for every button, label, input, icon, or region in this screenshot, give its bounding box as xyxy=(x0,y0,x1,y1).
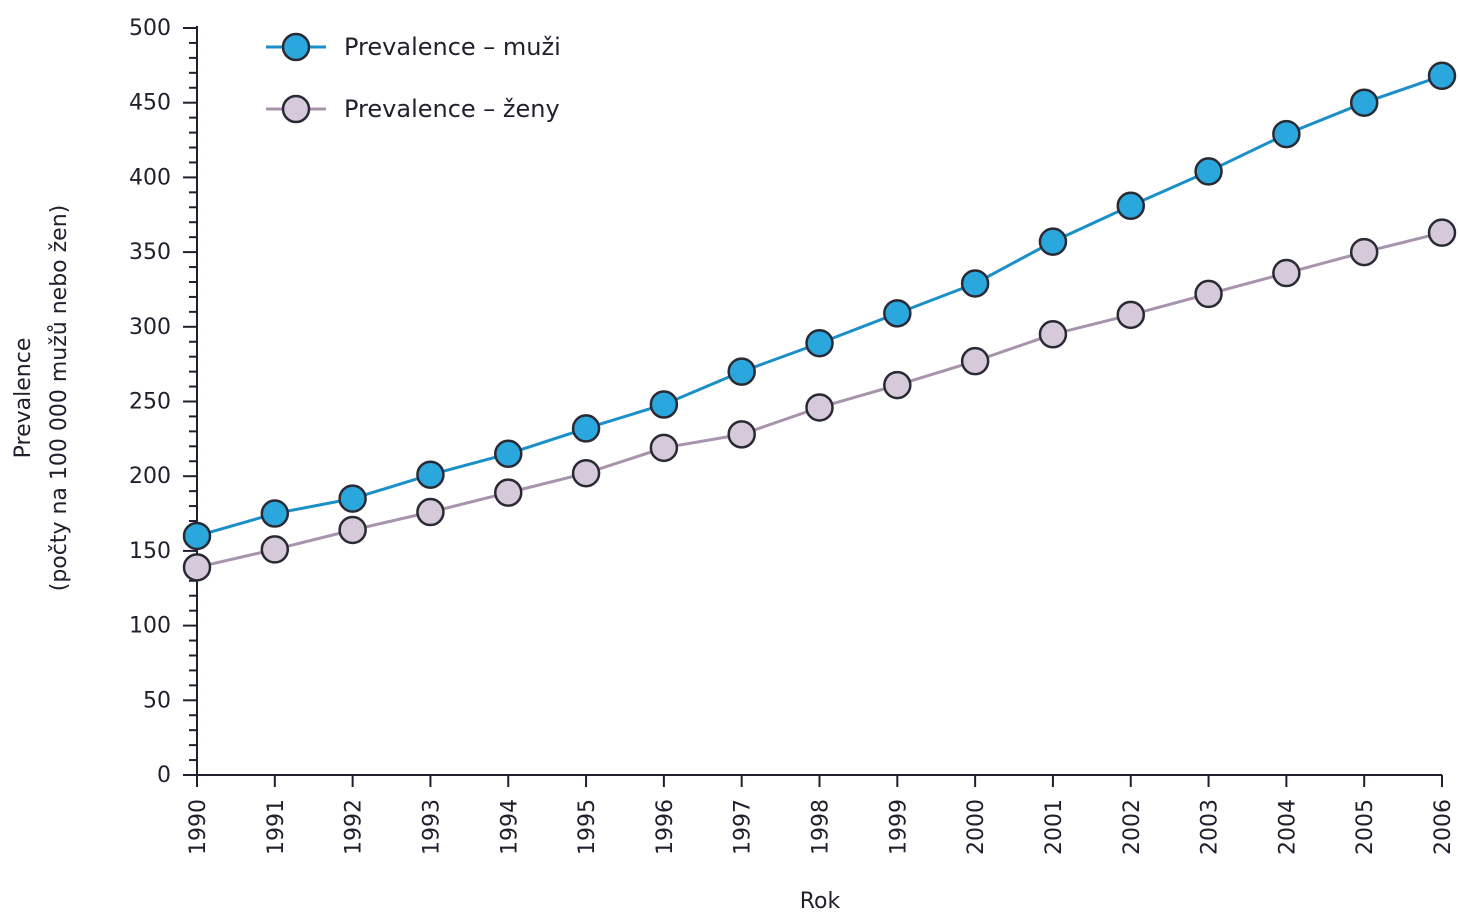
legend: Prevalence – muži Prevalence – ženy xyxy=(266,32,561,124)
data-point xyxy=(727,420,756,449)
x-tick-label: 1992 xyxy=(342,799,367,855)
y-tick-label: 250 xyxy=(129,390,171,415)
data-point xyxy=(649,433,679,463)
data-point xyxy=(1349,237,1379,267)
y-tick-label: 500 xyxy=(129,16,171,41)
y-tick-label: 450 xyxy=(129,91,171,116)
y-tick-label: 100 xyxy=(129,614,171,639)
x-tick-label: 1999 xyxy=(886,799,911,855)
data-point xyxy=(416,460,445,489)
data-point xyxy=(1194,279,1223,309)
data-point xyxy=(494,439,523,469)
x-tick-label: 2005 xyxy=(1353,799,1378,855)
data-point xyxy=(727,357,756,386)
data-point xyxy=(338,515,367,545)
data-point xyxy=(494,478,523,507)
x-tick-label: 2003 xyxy=(1198,799,1223,855)
series-layer xyxy=(182,61,1457,582)
data-point xyxy=(960,346,990,376)
data-point xyxy=(883,299,912,328)
data-point xyxy=(805,393,834,422)
y-tick-label: 0 xyxy=(157,763,171,788)
y-tick-label: 400 xyxy=(129,165,171,190)
y-tick-label: 200 xyxy=(129,464,171,489)
x-tick-label: 1995 xyxy=(575,799,600,855)
x-tick-label: 1991 xyxy=(264,799,289,855)
y-tick-label: 300 xyxy=(129,315,171,340)
data-point xyxy=(1038,320,1068,349)
y-axis-title-line-2: (počty na 100 000 mužů nebo žen) xyxy=(47,205,72,592)
data-point xyxy=(1038,227,1068,256)
data-point xyxy=(182,553,212,582)
x-tick-label: 2001 xyxy=(1042,799,1067,855)
data-point xyxy=(960,269,990,298)
data-point xyxy=(883,370,912,400)
data-point xyxy=(416,497,445,527)
x-tick-label: 1996 xyxy=(653,799,678,855)
data-point xyxy=(1116,300,1145,330)
data-point xyxy=(1349,88,1379,117)
legend-label: Prevalence – ženy xyxy=(344,95,560,123)
x-axis-title: Rok xyxy=(800,889,841,914)
series-0 xyxy=(182,61,1457,551)
x-tick-label: 2002 xyxy=(1120,799,1145,855)
data-point xyxy=(571,458,601,488)
y-tick-label: 50 xyxy=(143,688,171,713)
y-tick-label: 150 xyxy=(129,539,171,564)
legend-swatch-marker xyxy=(281,94,311,124)
data-point xyxy=(1427,218,1457,247)
x-tick-label: 1997 xyxy=(731,799,756,855)
data-point xyxy=(1194,157,1223,186)
x-tick-label: 1994 xyxy=(497,799,522,855)
data-point xyxy=(1427,61,1457,91)
data-point xyxy=(1116,191,1145,221)
x-tick-label: 2006 xyxy=(1431,799,1456,855)
legend-item: Prevalence – muži xyxy=(266,32,561,62)
series-line xyxy=(196,74,1443,538)
x-tick-label: 2004 xyxy=(1275,799,1300,855)
data-point xyxy=(260,499,290,528)
data-point xyxy=(1272,119,1301,149)
x-tick-label: 2000 xyxy=(964,799,989,855)
data-point xyxy=(649,390,679,419)
x-tick-label: 1990 xyxy=(186,799,211,855)
x-axis: 1990 1991 1992 1993 1994 1995 1996 1997 1998 1999… xyxy=(186,774,1456,855)
data-point xyxy=(1272,258,1301,288)
legend-label: Prevalence – muži xyxy=(344,33,561,61)
data-point xyxy=(260,535,290,564)
legend-item: Prevalence – ženy xyxy=(266,94,560,124)
series-1 xyxy=(182,218,1457,582)
data-point xyxy=(805,328,834,358)
y-axis: 0 50 100 150 200 250 300 350 400 450 500 xyxy=(129,16,198,788)
x-tick-label: 1998 xyxy=(809,799,834,855)
x-tick-label: 1993 xyxy=(419,799,444,855)
data-point xyxy=(182,521,212,551)
y-axis-title-line-1: Prevalence xyxy=(11,338,36,459)
legend-swatch-marker xyxy=(281,32,311,62)
data-point xyxy=(338,484,367,513)
data-point xyxy=(571,414,601,443)
y-tick-label: 350 xyxy=(129,240,171,265)
